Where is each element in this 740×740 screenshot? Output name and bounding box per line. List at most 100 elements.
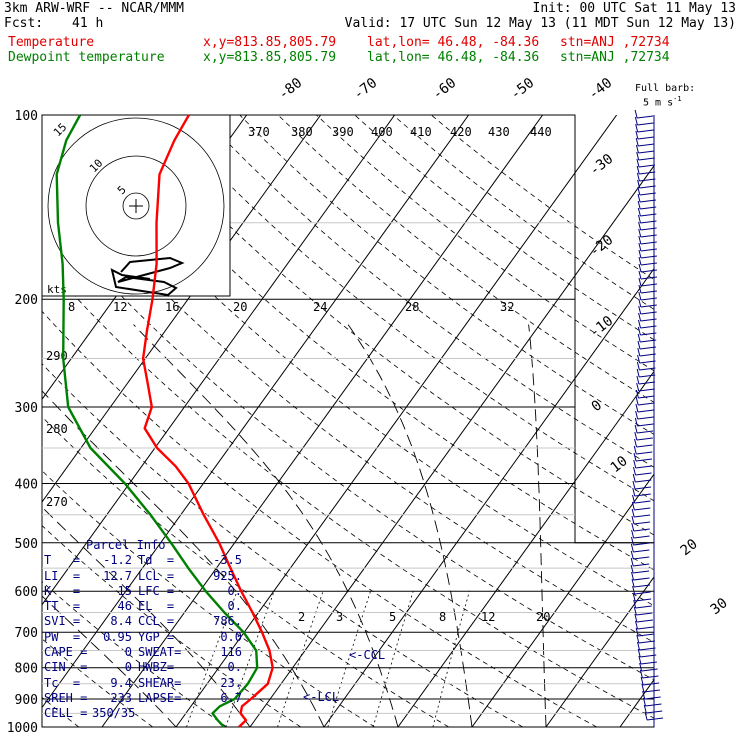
wind-barb-flag (632, 487, 636, 497)
wind-barb-flag (638, 291, 642, 301)
parcel-cell: 0.95 (103, 629, 132, 644)
wind-barb-flag (633, 606, 637, 616)
wind-barb (637, 122, 654, 126)
isotherm-30 (471, 473, 654, 727)
parcel-cell (194, 706, 242, 721)
forecast-hours: 41 h (72, 16, 104, 31)
parcel-cell (132, 706, 194, 721)
wind-barb (639, 374, 656, 378)
theta-left-label-270: 270 (46, 495, 68, 509)
wind-barb (635, 472, 652, 476)
dry-adiabat-460 (431, 115, 654, 280)
wind-barb-flag (634, 424, 638, 434)
theta-label-380: 380 (291, 125, 313, 139)
isotherm-label-0: 0 (589, 397, 605, 415)
wind-barb (638, 143, 655, 147)
wind-barb (640, 332, 657, 336)
wind-barb (637, 423, 654, 427)
theta-label-430: 430 (488, 125, 510, 139)
wind-barb-flag (634, 613, 638, 623)
wind-barb-flag (638, 284, 642, 294)
wind-barb (637, 129, 654, 133)
wind-barb (635, 465, 652, 469)
wind-barb (640, 339, 657, 343)
parcel-cell: 9.4 (110, 675, 132, 690)
isotherm-label--60: -60 (430, 75, 460, 103)
wind-barb (639, 171, 656, 175)
isotherm--10 (175, 115, 618, 727)
moist-adiabat-30 (347, 324, 473, 727)
wind-barb (639, 353, 656, 357)
wind-barb-flag (638, 242, 642, 252)
wind-barb (640, 304, 657, 308)
parcel-cell: 233 (110, 690, 132, 705)
wind-barb (640, 290, 658, 294)
upper-scale-label-16: 16 (165, 300, 179, 314)
wind-barb-flag (637, 179, 641, 189)
wind-barb (634, 514, 651, 518)
dewpoint-legend-label: Dewpoint temperature (8, 50, 165, 65)
parcel-info-rows: T = -1.2 Td = -3.5 LI = 12.7 LCL = 925. K = 15 LFC… (44, 553, 250, 721)
theta-label-420: 420 (450, 125, 472, 139)
parcel-cell: Td = (138, 553, 175, 568)
parcel-cell: LCL = (138, 568, 175, 583)
wind-barb-flag (633, 466, 636, 476)
wind-barb-flag (637, 347, 641, 357)
wind-barb (640, 262, 658, 266)
lcl-marker: <-LCL (303, 690, 340, 704)
isotherm-label-20: 20 (678, 536, 701, 559)
parcel-cell: SVI = (44, 614, 81, 629)
wind-barb (639, 199, 657, 203)
wind-barb (633, 570, 650, 574)
wind-barb-flag (631, 522, 635, 532)
wind-barb (636, 612, 653, 616)
wind-barb (639, 647, 656, 651)
mixing-ratio-label-2: 2 (298, 610, 305, 624)
valid-time: Valid: 17 UTC Sun 12 May 13 (11 MDT Sun … (344, 16, 736, 31)
mixing-ratio-label-3: 3 (336, 610, 343, 624)
wind-barb-flag (637, 333, 641, 343)
wind-barb-flag (637, 648, 641, 658)
hodograph-ring-15 (47, 117, 225, 295)
isotherm--20 (101, 115, 544, 727)
temperature-legend-label: Temperature (8, 35, 95, 50)
parcel-cell: 6.7 (220, 690, 242, 705)
wind-barb-flag (632, 585, 636, 595)
wind-barb (640, 206, 657, 210)
temperature-trace (141, 114, 274, 728)
wind-barb-flag (641, 683, 645, 693)
wind-barb-flag (637, 193, 641, 203)
wind-barb (642, 675, 659, 679)
isotherm-label--40: -40 (586, 75, 616, 103)
wind-barb (637, 416, 654, 420)
wind-barb (640, 297, 657, 301)
isotherm--50 (42, 115, 322, 503)
parcel-cell: LFC = (138, 583, 175, 598)
wind-barb-flag (635, 123, 639, 133)
temperature-station: stn=ANJ ,72734 (560, 35, 670, 50)
mixing-ratio-label-8: 8 (439, 610, 446, 624)
wind-barb-flag (637, 354, 641, 364)
wind-barb (633, 521, 651, 525)
temperature-latlon: lat,lon= 46.48, -84.36 (367, 35, 540, 50)
pressure-label-200: 200 (15, 293, 38, 308)
pressure-label-900: 900 (15, 693, 38, 708)
parcel-cell: Tc = (44, 675, 81, 690)
wind-barb-flag (644, 711, 648, 721)
wind-barb (635, 458, 653, 462)
wind-barb (638, 381, 655, 385)
parcel-cell: 12.7 (103, 568, 132, 583)
wind-barb (640, 318, 657, 322)
wind-barb (635, 605, 652, 609)
parcel-cell: -1.2 (103, 553, 132, 568)
wind-barb (635, 479, 652, 483)
pressure-label-700: 700 (15, 626, 38, 641)
wind-barb (634, 507, 651, 511)
parcel-info-panel: Parcel Info T = -1.2 Td = -3.5 LI = 12.7 LCL =… (44, 538, 250, 724)
parcel-cell: 0.0 (220, 629, 242, 644)
temperature-xy: x,y=813.85,805.79 (203, 35, 337, 50)
wind-barb (636, 451, 653, 455)
